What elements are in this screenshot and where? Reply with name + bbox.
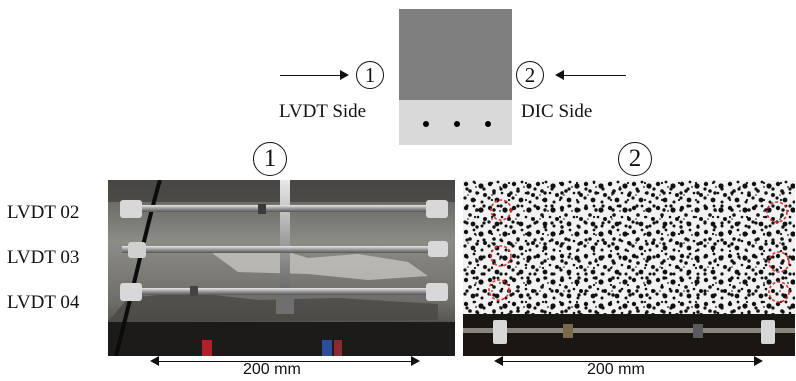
right-dimension-label: 200 mm (587, 361, 645, 378)
beam-section-schematic (399, 9, 512, 145)
rebar-dot (485, 121, 491, 127)
marker-1-photo: 1 (253, 142, 287, 176)
lvdt-03-label: LVDT 03 (7, 247, 80, 268)
lvdt-side-label: LVDT Side (279, 101, 367, 122)
dic-side-photo (463, 180, 795, 356)
lvdt-side-photo (108, 180, 455, 356)
dic-side-label: DIC Side (521, 101, 593, 122)
left-dimension-label: 200 mm (243, 361, 301, 378)
marker-1-schematic: 1 (356, 61, 384, 89)
marker-2-schematic: 2 (516, 61, 544, 89)
rebar-dot (454, 121, 460, 127)
dic-marker-group (488, 199, 790, 303)
marker-2-photo: 2 (618, 142, 652, 176)
rebar-dot (423, 121, 429, 127)
section-top-block (399, 9, 512, 100)
lvdt-02-label: LVDT 02 (7, 202, 80, 223)
lvdt-04-label: LVDT 04 (7, 292, 80, 313)
